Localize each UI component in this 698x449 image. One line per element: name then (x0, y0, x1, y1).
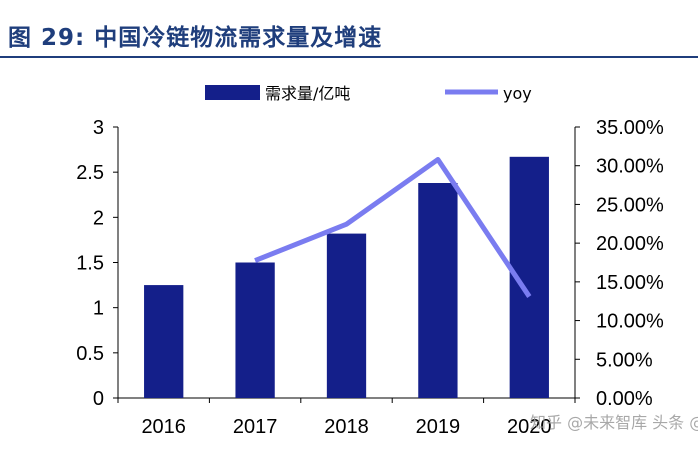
right-tick-label: 30.00% (596, 156, 664, 178)
legend-line-label: yoy (503, 84, 532, 103)
x-tick-label: 2020 (507, 416, 552, 438)
yoy-line-path (254, 157, 532, 298)
legend-bar-swatch (205, 85, 260, 100)
right-tick-label: 20.00% (596, 233, 664, 255)
right-tick-label: 10.00% (596, 311, 664, 333)
left-tick-label: 1.5 (76, 253, 104, 275)
watermark: 知乎 @未来智库 头条 @财经 (530, 413, 698, 432)
left-tick-label: 3 (93, 117, 104, 139)
legend-bar-label: 需求量/亿吨 (265, 84, 350, 103)
bar-2019 (418, 183, 458, 398)
bar-2017 (235, 262, 275, 398)
title-rule (0, 56, 698, 58)
right-tick-label: 25.00% (596, 194, 664, 216)
right-tick-label: 0.00% (596, 388, 653, 410)
left-tick-label: 2 (93, 207, 104, 229)
right-tick-label: 15.00% (596, 272, 664, 294)
title-bar: 图 29: 中国冷链物流需求量及增速 (0, 0, 698, 56)
bar-2016 (144, 285, 184, 398)
x-tick-label: 2017 (233, 416, 278, 438)
left-tick-label: 2.5 (76, 162, 104, 184)
right-tick-label: 5.00% (596, 349, 653, 371)
left-tick-label: 1 (93, 298, 104, 320)
chart-legend: 需求量/亿吨 yoy (205, 84, 532, 103)
right-tick-label: 35.00% (596, 117, 664, 139)
chart-title: 图 29: 中国冷链物流需求量及增速 (8, 25, 383, 51)
chart-yoy-line (254, 157, 532, 298)
chart-tick-labels: 00.511.522.530.00%5.00%10.00%15.00%20.00… (76, 117, 664, 438)
left-tick-label: 0.5 (76, 343, 104, 365)
bar-2018 (326, 233, 367, 398)
x-tick-label: 2018 (324, 416, 369, 438)
chart-bars (144, 156, 549, 398)
x-tick-label: 2016 (141, 416, 186, 438)
left-tick-label: 0 (93, 388, 104, 410)
x-tick-label: 2019 (416, 416, 461, 438)
